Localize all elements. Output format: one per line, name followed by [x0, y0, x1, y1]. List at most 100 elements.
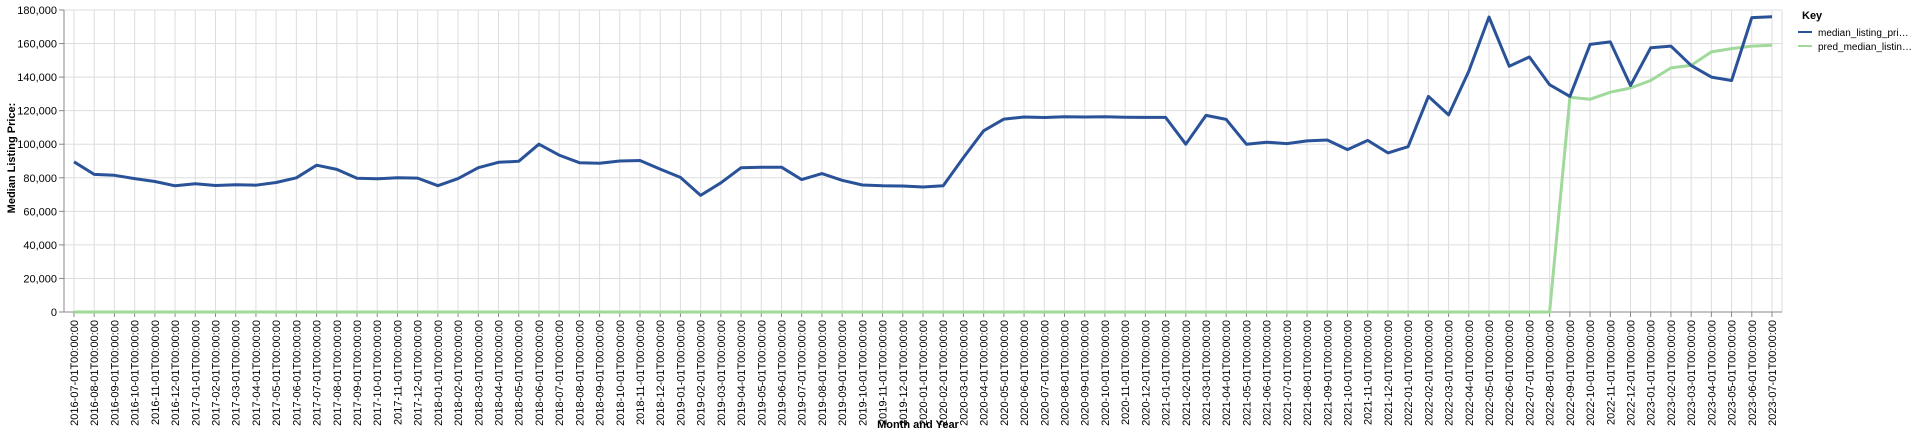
- x-tick-label: 2021-03-01T00:00:00: [1201, 320, 1213, 426]
- x-tick-label: 2016-11-01T00:00:00: [150, 320, 162, 425]
- x-tick-label: 2018-09-01T00:00:00: [595, 320, 607, 426]
- legend-title: Key: [1802, 10, 1823, 22]
- x-tick-label: 2022-04-01T00:00:00: [1464, 320, 1476, 426]
- y-axis: 0 20,000 40,000 60,000 80,000 100,000 120,000 1…: [17, 5, 65, 319]
- x-tick-label: 2019-09-01T00:00:00: [837, 320, 849, 426]
- x-tick-label: 2022-03-01T00:00:00: [1444, 320, 1456, 426]
- y-axis-title: Median Listing Price:: [6, 103, 18, 214]
- series-line-pred-median-listing-price: [74, 43, 1773, 314]
- x-tick-label: 2021-02-01T00:00:00: [1181, 320, 1193, 426]
- x-tick-label: 2020-11-01T00:00:00: [1120, 320, 1132, 425]
- x-tick-label: 2021-08-01T00:00:00: [1302, 320, 1314, 426]
- x-tick-label: 2022-06-01T00:00:00: [1504, 320, 1516, 426]
- y-tick-label: 40,000: [23, 240, 57, 252]
- y-tick-label: 120,000: [17, 106, 57, 118]
- x-tick-label: 2022-05-01T00:00:00: [1484, 320, 1496, 426]
- x-tick-label: 2019-10-01T00:00:00: [857, 320, 869, 426]
- x-tick-label: 2018-01-01T00:00:00: [433, 320, 445, 426]
- x-tick-label: 2020-02-01T00:00:00: [938, 320, 950, 426]
- x-tick-label: 2020-09-01T00:00:00: [1080, 320, 1092, 426]
- x-tick-label: 2023-06-01T00:00:00: [1747, 320, 1759, 426]
- x-tick-label: 2020-12-01T00:00:00: [1140, 320, 1152, 426]
- x-tick-label: 2022-12-01T00:00:00: [1626, 320, 1638, 426]
- x-tick-label: 2021-09-01T00:00:00: [1322, 320, 1334, 426]
- y-tick-label: 140,000: [17, 72, 57, 84]
- x-tick-label: 2020-08-01T00:00:00: [1060, 320, 1072, 426]
- x-tick-label: 2022-07-01T00:00:00: [1524, 320, 1536, 426]
- x-tick-label: 2021-10-01T00:00:00: [1343, 320, 1355, 426]
- x-tick-label: 2020-07-01T00:00:00: [1039, 320, 1051, 426]
- x-tick-label: 2018-12-01T00:00:00: [655, 320, 667, 426]
- x-tick-label: 2016-08-01T00:00:00: [89, 320, 101, 426]
- x-tick-label: 2018-06-01T00:00:00: [534, 320, 546, 426]
- x-tick-label: 2023-03-01T00:00:00: [1686, 320, 1698, 426]
- x-tick-label: 2023-07-01T00:00:00: [1767, 320, 1779, 426]
- y-tick-label: 0: [51, 307, 57, 319]
- x-tick-label: 2018-03-01T00:00:00: [473, 320, 485, 426]
- x-tick-label: 2021-01-01T00:00:00: [1161, 320, 1173, 426]
- x-tick-label: 2022-08-01T00:00:00: [1545, 320, 1557, 426]
- x-tick-label: 2021-12-01T00:00:00: [1383, 320, 1395, 426]
- x-tick-label: 2017-01-01T00:00:00: [190, 320, 202, 426]
- x-tick-label: 2017-03-01T00:00:00: [231, 320, 243, 426]
- x-tick-label: 2021-06-01T00:00:00: [1262, 320, 1274, 426]
- y-tick-label: 80,000: [23, 173, 57, 185]
- x-tick-label: 2020-03-01T00:00:00: [958, 320, 970, 426]
- x-tick-label: 2023-05-01T00:00:00: [1727, 320, 1739, 426]
- x-tick-label: 2017-06-01T00:00:00: [291, 320, 303, 426]
- y-tick-label: 60,000: [23, 206, 57, 218]
- x-tick-label: 2020-01-01T00:00:00: [918, 320, 930, 426]
- x-tick-label: 2017-12-01T00:00:00: [413, 320, 425, 426]
- x-tick-label: 2017-10-01T00:00:00: [372, 320, 384, 426]
- x-tick-label: 2019-08-01T00:00:00: [817, 320, 829, 426]
- x-axis: 2016-07-01T00:00:00 2016-08-01T00:00:00 20…: [64, 311, 1782, 426]
- x-tick-label: 2022-11-01T00:00:00: [1605, 320, 1617, 425]
- legend-label: pred_median_listin…: [1818, 42, 1912, 53]
- x-tick-label: 2018-07-01T00:00:00: [554, 320, 566, 426]
- x-tick-label: 2020-05-01T00:00:00: [999, 320, 1011, 426]
- x-tick-label: 2019-04-01T00:00:00: [736, 320, 748, 426]
- x-axis-title: Month and Year: [877, 419, 959, 431]
- x-tick-label: 2018-04-01T00:00:00: [494, 320, 506, 426]
- x-tick-label: 2018-08-01T00:00:00: [574, 320, 586, 426]
- x-tick-label: 2020-06-01T00:00:00: [1019, 320, 1031, 426]
- x-tick-label: 2016-12-01T00:00:00: [170, 320, 182, 426]
- x-tick-label: 2017-11-01T00:00:00: [392, 320, 404, 425]
- x-tick-label: 2021-11-01T00:00:00: [1363, 320, 1375, 425]
- x-tick-label: 2017-05-01T00:00:00: [271, 320, 283, 426]
- x-tick-label: 2020-04-01T00:00:00: [979, 320, 991, 426]
- x-tick-label: 2018-02-01T00:00:00: [453, 320, 465, 426]
- x-tick-label: 2019-11-01T00:00:00: [878, 320, 890, 425]
- x-tick-label: 2017-07-01T00:00:00: [312, 320, 324, 426]
- x-tick-label: 2023-02-01T00:00:00: [1666, 320, 1678, 426]
- x-tick-label: 2017-08-01T00:00:00: [332, 320, 344, 426]
- y-tick-label: 160,000: [17, 39, 57, 51]
- x-tick-label: 2019-07-01T00:00:00: [797, 320, 809, 426]
- x-tick-label: 2023-01-01T00:00:00: [1646, 320, 1658, 426]
- y-tick-label: 100,000: [17, 139, 57, 151]
- x-tick-label: 2019-02-01T00:00:00: [696, 320, 708, 426]
- x-tick-label: 2021-04-01T00:00:00: [1221, 320, 1233, 426]
- x-tick-label: 2018-11-01T00:00:00: [635, 320, 647, 425]
- x-tick-label: 2022-02-01T00:00:00: [1423, 320, 1435, 426]
- x-tick-label: 2020-10-01T00:00:00: [1100, 320, 1112, 426]
- legend-label: median_listing_pri…: [1818, 28, 1909, 39]
- x-tick-label: 2016-07-01T00:00:00: [69, 320, 81, 426]
- x-tick-label: 2017-09-01T00:00:00: [352, 320, 364, 426]
- x-tick-label: 2016-09-01T00:00:00: [109, 320, 121, 426]
- x-tick-label: 2023-04-01T00:00:00: [1706, 320, 1718, 426]
- x-tick-label: 2022-10-01T00:00:00: [1585, 320, 1597, 426]
- y-tick-label: 20,000: [23, 273, 57, 285]
- y-tick-label: 180,000: [17, 5, 57, 17]
- x-tick-label: 2018-05-01T00:00:00: [514, 320, 526, 426]
- x-tick-label: 2019-03-01T00:00:00: [716, 320, 728, 426]
- x-tick-label: 2021-07-01T00:00:00: [1282, 320, 1294, 426]
- grid-lines: [64, 9, 1783, 313]
- series-line-median-listing-price: [73, 15, 1773, 197]
- x-tick-label: 2022-09-01T00:00:00: [1565, 320, 1577, 426]
- x-tick-label: 2022-01-01T00:00:00: [1403, 320, 1415, 426]
- x-tick-label: 2017-04-01T00:00:00: [251, 320, 263, 426]
- x-tick-label: 2021-05-01T00:00:00: [1241, 320, 1253, 426]
- x-tick-label: 2019-01-01T00:00:00: [675, 320, 687, 426]
